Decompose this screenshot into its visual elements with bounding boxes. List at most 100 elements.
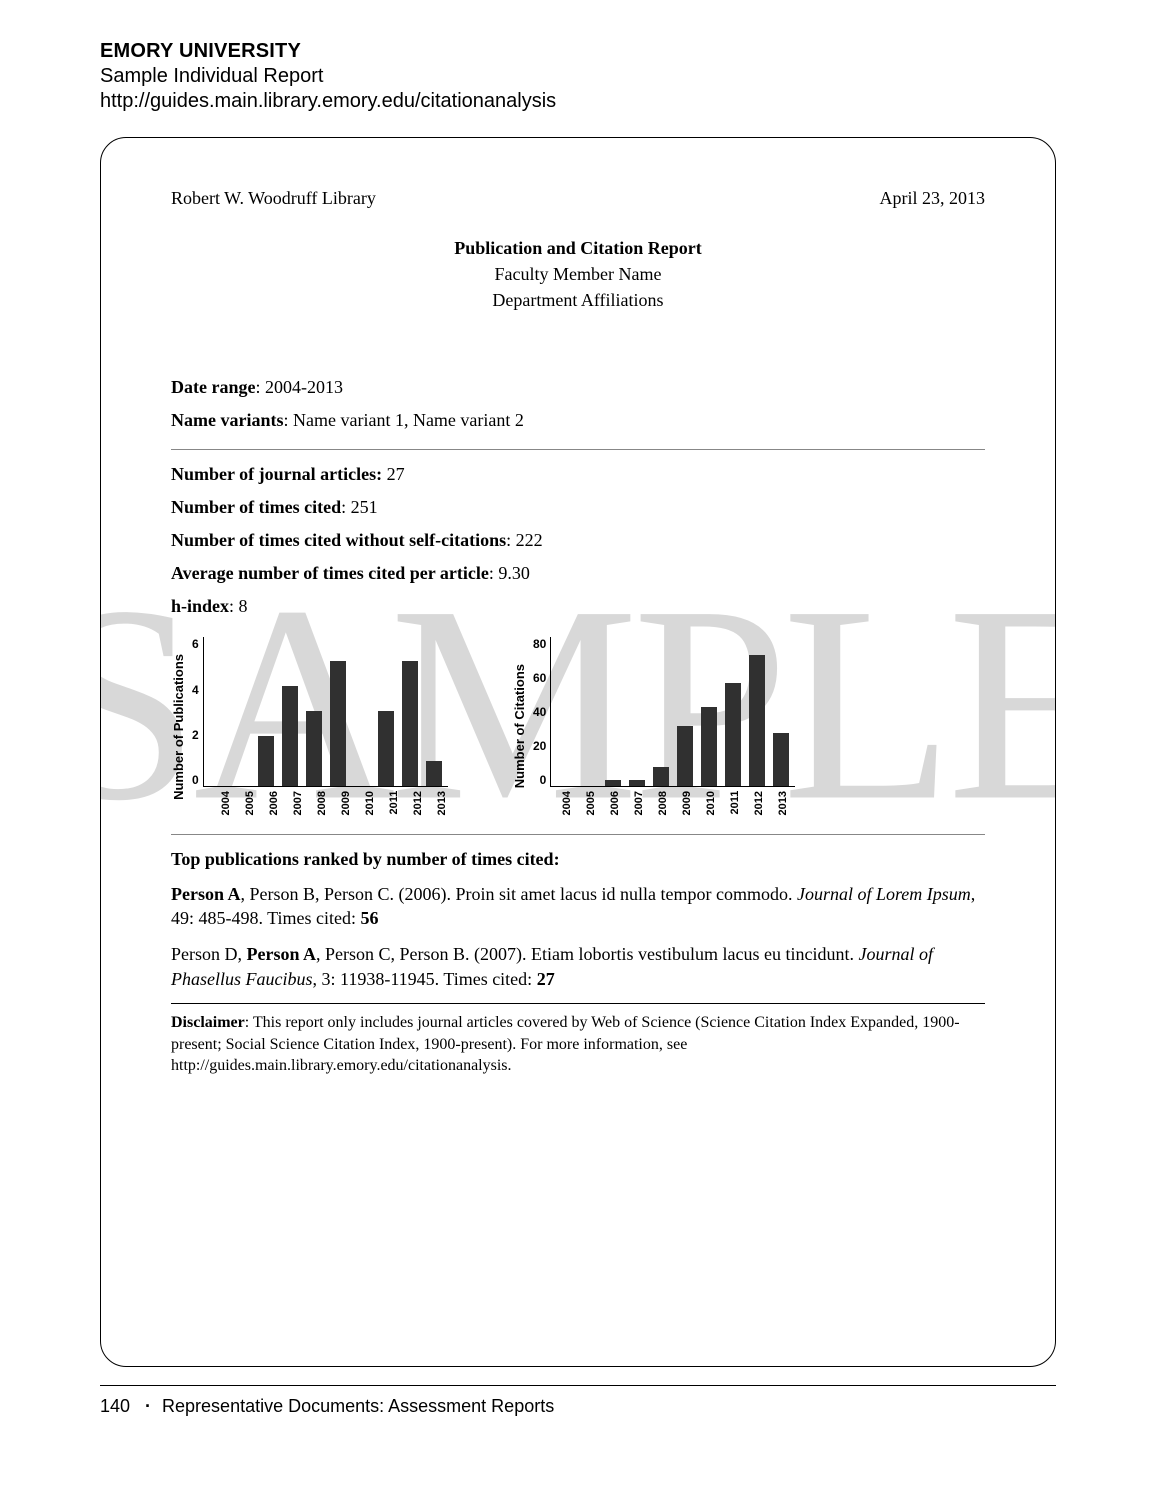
x-tick: 2010 xyxy=(705,791,721,815)
y-tick: 2 xyxy=(192,728,199,742)
bar xyxy=(725,683,741,786)
report-top-row: Robert W. Woodruff Library April 23, 201… xyxy=(171,188,985,209)
library-name: Robert W. Woodruff Library xyxy=(171,188,376,209)
label-date-range: Date range xyxy=(171,377,255,397)
label-times-cited-noself: Number of times cited without self-citat… xyxy=(171,530,506,550)
bar xyxy=(605,780,621,786)
x-tick: 2012 xyxy=(753,791,769,815)
bar xyxy=(258,736,274,786)
footer-rule xyxy=(100,1385,1056,1386)
field-num-articles: Number of journal articles: 27 xyxy=(171,464,985,485)
charts-row: Number of Publications 6420 200420052006… xyxy=(171,637,985,815)
footer-page-number: 140 xyxy=(100,1396,134,1417)
x-tick: 2005 xyxy=(244,791,260,815)
report-container: SAMPLE Robert W. Woodruff Library April … xyxy=(100,137,1056,1367)
x-tick: 2008 xyxy=(316,791,332,815)
page-header: EMORY UNIVERSITY Sample Individual Repor… xyxy=(100,40,1056,113)
bar xyxy=(773,733,789,786)
y-tick: 0 xyxy=(540,773,547,787)
bar xyxy=(677,726,693,786)
chart2-y-ticks: 80 60 40 20 0 xyxy=(533,637,550,787)
y-tick: 4 xyxy=(192,683,199,697)
bar xyxy=(306,711,322,786)
x-tick: 2004 xyxy=(220,791,236,815)
header-subtitle-1: Sample Individual Report xyxy=(100,65,1056,88)
x-tick: 2009 xyxy=(681,791,697,815)
report-content: Robert W. Woodruff Library April 23, 201… xyxy=(171,188,985,1077)
y-tick: 6 xyxy=(192,637,199,651)
x-tick: 2006 xyxy=(268,791,284,815)
chart1-y-label: Number of Publications xyxy=(171,654,186,800)
top-pubs-list: Person A, Person B, Person C. (2006). Pr… xyxy=(171,882,985,991)
footer-separator: · xyxy=(145,1396,151,1417)
value-avg-cited: : 9.30 xyxy=(489,563,530,583)
chart2-bars xyxy=(550,637,795,787)
value-date-range: : 2004-2013 xyxy=(255,377,343,397)
field-times-cited: Number of times cited: 251 xyxy=(171,497,985,518)
field-avg-cited: Average number of times cited per articl… xyxy=(171,563,985,584)
disclaimer-label: Disclaimer xyxy=(171,1014,245,1031)
label-name-variants: Name variants xyxy=(171,410,283,430)
report-title-block: Publication and Citation Report Faculty … xyxy=(171,235,985,313)
report-subtitle-1: Faculty Member Name xyxy=(171,261,985,287)
bar xyxy=(701,707,717,786)
disclaimer-text: : This report only includes journal arti… xyxy=(171,1014,960,1074)
value-times-cited-noself: : 222 xyxy=(506,530,543,550)
field-name-variants: Name variants: Name variant 1, Name vari… xyxy=(171,410,985,431)
x-tick: 2004 xyxy=(561,791,577,815)
x-tick: 2011 xyxy=(388,791,404,815)
y-tick: 60 xyxy=(533,671,546,685)
publication-item: Person D, Person A, Person C, Person B. … xyxy=(171,942,985,991)
label-avg-cited: Average number of times cited per articl… xyxy=(171,563,489,583)
bar xyxy=(282,686,298,786)
value-times-cited: : 251 xyxy=(341,497,378,517)
chart1-x-ticks: 2004 2005 2006 2007 2008 2009 2010 2011 2012 2013 xyxy=(192,791,452,815)
value-num-articles: 27 xyxy=(382,464,405,484)
report-subtitle-2: Department Affiliations xyxy=(171,287,985,313)
chart2-y-label: Number of Citations xyxy=(512,664,527,788)
value-name-variants: : Name variant 1, Name variant 2 xyxy=(283,410,523,430)
x-tick: 2006 xyxy=(609,791,625,815)
chart-citations: Number of Citations 806040200 2004200520… xyxy=(512,637,795,815)
disclaimer: Disclaimer: This report only includes jo… xyxy=(171,1012,985,1077)
bar xyxy=(426,761,442,786)
y-tick: 40 xyxy=(533,705,546,719)
chart2-x-ticks: 2004 2005 2006 2007 2008 2009 2010 2011 2012 2013 xyxy=(533,791,795,815)
bar xyxy=(402,661,418,786)
field-date-range: Date range: 2004-2013 xyxy=(171,377,985,398)
report-date: April 23, 2013 xyxy=(880,188,986,209)
bar xyxy=(378,711,394,786)
report-title: Publication and Citation Report xyxy=(171,235,985,261)
bar xyxy=(330,661,346,786)
top-pubs-heading: Top publications ranked by number of tim… xyxy=(171,849,985,870)
x-tick: 2013 xyxy=(777,791,793,815)
chart-publications: Number of Publications 6 4 2 0 2004 2005 2006… xyxy=(171,637,452,815)
bar xyxy=(749,655,765,786)
y-tick: 0 xyxy=(192,773,199,787)
label-hindex: h-index xyxy=(171,596,229,616)
field-hindex: h-index: 8 xyxy=(171,596,985,617)
x-tick: 2007 xyxy=(633,791,649,815)
university-name: EMORY UNIVERSITY xyxy=(100,40,1056,63)
divider-3 xyxy=(171,1003,985,1004)
bar xyxy=(629,780,645,786)
x-tick: 2005 xyxy=(585,791,601,815)
x-tick: 2009 xyxy=(340,791,356,815)
y-tick: 80 xyxy=(533,637,546,651)
x-tick: 2011 xyxy=(729,791,745,815)
publication-item: Person A, Person B, Person C. (2006). Pr… xyxy=(171,882,985,931)
field-times-cited-noself: Number of times cited without self-citat… xyxy=(171,530,985,551)
y-tick: 20 xyxy=(533,739,546,753)
chart1-y-ticks: 6 4 2 0 xyxy=(192,637,203,787)
divider-2 xyxy=(171,834,985,835)
divider-1 xyxy=(171,449,985,450)
x-tick: 2008 xyxy=(657,791,673,815)
bar xyxy=(653,767,669,786)
x-tick: 2007 xyxy=(292,791,308,815)
x-tick: 2010 xyxy=(364,791,380,815)
label-times-cited: Number of times cited xyxy=(171,497,341,517)
footer-section: Representative Documents: Assessment Rep… xyxy=(162,1396,554,1416)
x-tick: 2012 xyxy=(412,791,428,815)
chart1-bars xyxy=(203,637,448,787)
x-tick: 2013 xyxy=(436,791,452,815)
